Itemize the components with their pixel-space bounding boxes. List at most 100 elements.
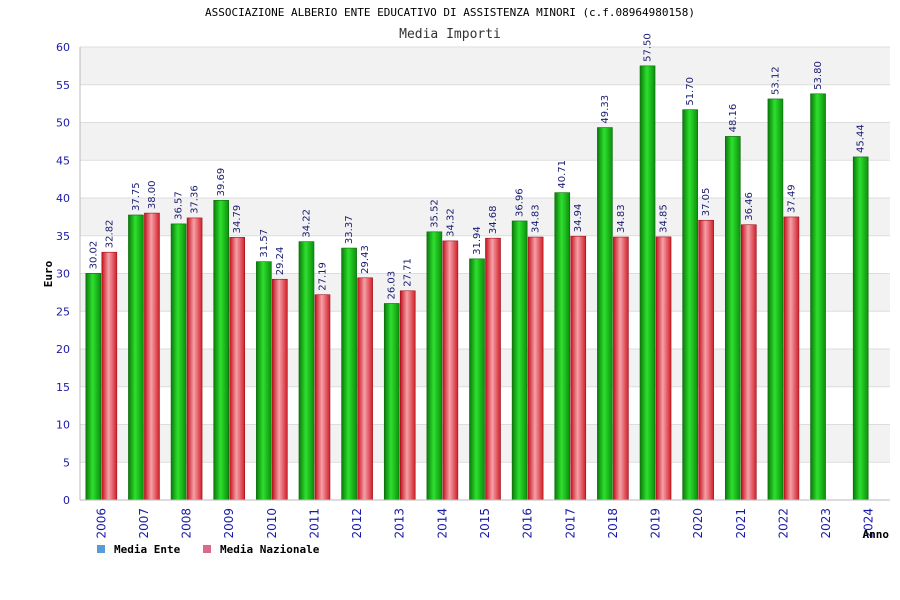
value-label-media-nazionale: 34.68: [488, 206, 499, 235]
value-label-media-nazionale: 34.32: [445, 208, 456, 237]
bar-media-ente: [128, 214, 144, 501]
x-tick-label: 2008: [180, 508, 194, 539]
y-tick-label: 45: [56, 154, 70, 167]
bar-media-nazionale: [229, 237, 246, 501]
value-label-media-ente: 51.70: [685, 77, 696, 106]
bar-media-ente: [852, 156, 869, 501]
bar-media-ente: [767, 98, 784, 501]
x-tick-label: 2016: [521, 508, 535, 539]
y-tick-label: 60: [56, 41, 70, 54]
value-label-media-ente: 48.16: [728, 104, 739, 133]
y-tick-label: 20: [56, 343, 70, 356]
x-tick-label: 2022: [776, 508, 790, 539]
value-label-media-ente: 57.50: [643, 33, 654, 62]
bar-media-ente: [724, 136, 741, 501]
value-label-media-ente: 45.44: [856, 124, 867, 153]
value-label-media-nazionale: 27.71: [403, 258, 414, 287]
y-tick-label: 50: [56, 117, 70, 130]
y-tick-label: 5: [63, 456, 70, 469]
x-tick-label: 2013: [393, 508, 407, 539]
legend-label-media-ente: Media Ente: [114, 543, 181, 556]
value-label-media-nazionale: 34.83: [531, 204, 542, 233]
bar-media-ente: [554, 192, 571, 501]
bars: 30.02 32.82 37.75 38.00 36.57 37.36 39.69 34.79…: [85, 33, 869, 501]
bar-media-ente: [597, 127, 613, 501]
value-label-media-ente: 35.52: [429, 199, 440, 228]
bar-media-nazionale: [740, 224, 757, 501]
value-label-media-nazionale: 32.82: [104, 220, 115, 249]
x-tick-label: 2012: [350, 508, 364, 539]
chart-title: ASSOCIAZIONE ALBERIO ENTE EDUCATIVO DI A…: [205, 6, 695, 19]
value-label-media-ente: 30.02: [88, 241, 99, 270]
x-tick-label: 2023: [819, 508, 833, 539]
value-label-media-ente: 53.12: [770, 66, 781, 95]
bar-media-ente: [213, 200, 230, 501]
y-tick-label: 55: [56, 79, 70, 92]
value-label-media-nazionale: 37.36: [190, 185, 201, 214]
bar-media-ente: [810, 93, 826, 501]
bar-media-nazionale: [357, 277, 373, 501]
value-label-media-ente: 40.71: [557, 160, 568, 189]
bar-media-nazionale: [314, 294, 331, 501]
value-label-media-ente: 34.22: [301, 209, 312, 238]
bar-media-nazionale: [101, 251, 118, 501]
x-tick-label: 2017: [563, 508, 577, 539]
y-tick-label: 15: [56, 381, 70, 394]
bar-media-nazionale: [186, 217, 203, 501]
bar-media-ente: [426, 231, 443, 501]
bar-media-nazionale: [144, 212, 160, 501]
bar-media-ente: [170, 223, 187, 501]
value-label-media-ente: 33.37: [344, 215, 355, 244]
x-tick-label: 2018: [606, 508, 620, 539]
bar-media-ente: [256, 261, 272, 501]
background-band: [80, 84, 890, 123]
x-tick-label: 2021: [734, 508, 748, 539]
bar-media-ente: [639, 65, 656, 501]
x-tick-label: 2024: [862, 508, 876, 539]
value-label-media-nazionale: 29.24: [275, 247, 286, 276]
legend: Media Ente Media Nazionale: [97, 543, 320, 556]
value-label-media-nazionale: 34.85: [659, 204, 670, 233]
bar-media-nazionale: [399, 290, 416, 501]
x-tick-label: 2014: [435, 508, 449, 539]
bar-media-nazionale: [272, 278, 288, 501]
y-tick-label: 25: [56, 305, 70, 318]
value-label-media-ente: 37.75: [131, 182, 142, 211]
value-label-media-ente: 49.33: [600, 95, 611, 124]
bar-media-nazionale: [570, 235, 587, 501]
value-label-media-ente: 53.80: [813, 61, 824, 90]
x-tick-label: 2020: [691, 508, 705, 539]
background-band: [80, 47, 890, 85]
value-label-media-nazionale: 37.05: [701, 188, 712, 217]
value-label-media-nazionale: 29.43: [360, 245, 371, 274]
value-label-media-ente: 36.96: [515, 188, 526, 217]
bar-media-ente: [469, 258, 485, 501]
x-tick-label: 2010: [265, 508, 279, 539]
y-axis-label: Euro: [42, 260, 55, 287]
bar-media-ente: [298, 241, 315, 501]
value-label-media-ente: 26.03: [387, 271, 398, 300]
value-label-media-ente: 31.57: [259, 229, 270, 258]
value-label-media-ente: 36.57: [174, 191, 185, 220]
x-tick-label: 2009: [222, 508, 236, 539]
legend-swatch-media-ente: [97, 545, 105, 553]
bar-media-nazionale: [783, 216, 800, 501]
x-tick-label: 2006: [94, 508, 108, 539]
chart-subtitle: Media Importi: [399, 27, 501, 42]
x-tick-label: 2011: [307, 508, 321, 539]
y-tick-label: 10: [56, 419, 70, 432]
bar-media-nazionale: [655, 236, 672, 501]
bar-media-ente: [85, 273, 102, 501]
value-label-media-nazionale: 34.83: [616, 204, 627, 233]
bar-media-ente: [383, 303, 400, 501]
bar-media-nazionale: [613, 236, 629, 501]
bar-media-nazionale: [442, 240, 459, 501]
background-band: [80, 122, 890, 161]
y-tick-label: 0: [63, 494, 70, 507]
value-label-media-nazionale: 27.19: [317, 262, 328, 291]
bar-media-nazionale: [527, 236, 544, 501]
value-label-media-ente: 39.69: [216, 168, 227, 197]
x-axis-label: Anno: [863, 528, 890, 541]
legend-label-media-nazionale: Media Nazionale: [220, 543, 320, 556]
